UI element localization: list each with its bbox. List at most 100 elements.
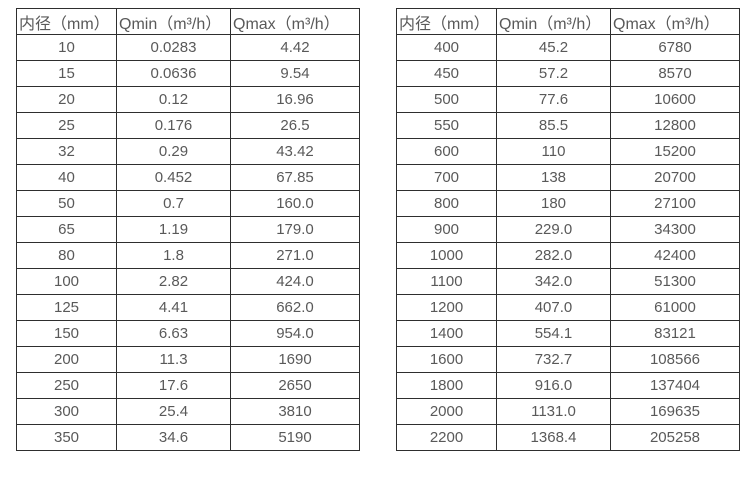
table-cell: 282.0 bbox=[496, 242, 611, 269]
table-cell: 15200 bbox=[610, 138, 740, 165]
table-row: 250 17.6 2650 bbox=[16, 372, 360, 399]
table-cell: 17.6 bbox=[116, 372, 231, 399]
table-cell: 1100 bbox=[396, 268, 497, 295]
table-cell: 51300 bbox=[610, 268, 740, 295]
table-cell: 3810 bbox=[230, 398, 360, 425]
table-cell: 0.7 bbox=[116, 190, 231, 217]
table-cell: 137404 bbox=[610, 372, 740, 399]
table-cell: 180 bbox=[496, 190, 611, 217]
table-row: 400 45.2 6780 bbox=[396, 34, 740, 61]
table-row: 15 0.0636 9.54 bbox=[16, 60, 360, 87]
tables-container: 内径（mm） Qmin（m³/h） Qmax（m³/h） 10 0.0283 4.42 15… bbox=[16, 8, 740, 451]
table-cell: 57.2 bbox=[496, 60, 611, 87]
table-cell: 4.42 bbox=[230, 34, 360, 61]
table-row: 32 0.29 43.42 bbox=[16, 138, 360, 165]
table-cell: 65 bbox=[16, 216, 117, 243]
table-row: 25 0.176 26.5 bbox=[16, 112, 360, 139]
column-header: Qmin（m³/h） bbox=[116, 8, 231, 35]
table-cell: 350 bbox=[16, 424, 117, 451]
table-cell: 67.85 bbox=[230, 164, 360, 191]
table-cell: 40 bbox=[16, 164, 117, 191]
table-row: 50 0.7 160.0 bbox=[16, 190, 360, 217]
table-cell: 20700 bbox=[610, 164, 740, 191]
table-row: 80 1.8 271.0 bbox=[16, 242, 360, 269]
table-cell: 1.19 bbox=[116, 216, 231, 243]
table-row: 2200 1368.4 205258 bbox=[396, 424, 740, 451]
table-cell: 138 bbox=[496, 164, 611, 191]
table-cell: 15 bbox=[16, 60, 117, 87]
table-cell: 6.63 bbox=[116, 320, 231, 347]
table-cell: 108566 bbox=[610, 346, 740, 373]
table-row: 1200 407.0 61000 bbox=[396, 294, 740, 321]
table-cell: 0.29 bbox=[116, 138, 231, 165]
table-cell: 6780 bbox=[610, 34, 740, 61]
table-cell: 1000 bbox=[396, 242, 497, 269]
table-row: 1400 554.1 83121 bbox=[396, 320, 740, 347]
table-row: 150 6.63 954.0 bbox=[16, 320, 360, 347]
table-cell: 25 bbox=[16, 112, 117, 139]
table-row: 900 229.0 34300 bbox=[396, 216, 740, 243]
table-cell: 34.6 bbox=[116, 424, 231, 451]
table-cell: 11.3 bbox=[116, 346, 231, 373]
table-cell: 732.7 bbox=[496, 346, 611, 373]
table-cell: 0.0283 bbox=[116, 34, 231, 61]
table-cell: 110 bbox=[496, 138, 611, 165]
column-header: Qmin（m³/h） bbox=[496, 8, 611, 35]
table-cell: 150 bbox=[16, 320, 117, 347]
table-cell: 26.5 bbox=[230, 112, 360, 139]
table-row: 350 34.6 5190 bbox=[16, 424, 360, 451]
table-row: 2000 1131.0 169635 bbox=[396, 398, 740, 425]
table-cell: 80 bbox=[16, 242, 117, 269]
table-cell: 1600 bbox=[396, 346, 497, 373]
table-row: 1100 342.0 51300 bbox=[396, 268, 740, 295]
flow-table-small-diameters: 内径（mm） Qmin（m³/h） Qmax（m³/h） 10 0.0283 4.42 15… bbox=[16, 8, 360, 451]
table-cell: 0.12 bbox=[116, 86, 231, 113]
table-row: 200 11.3 1690 bbox=[16, 346, 360, 373]
table-row: 40 0.452 67.85 bbox=[16, 164, 360, 191]
column-header: 内径（mm） bbox=[16, 8, 117, 35]
table-row: 600 110 15200 bbox=[396, 138, 740, 165]
table-cell: 2650 bbox=[230, 372, 360, 399]
table-cell: 1.8 bbox=[116, 242, 231, 269]
column-header: 内径（mm） bbox=[396, 8, 497, 35]
table-cell: 100 bbox=[16, 268, 117, 295]
table-cell: 43.42 bbox=[230, 138, 360, 165]
table-cell: 61000 bbox=[610, 294, 740, 321]
table-cell: 424.0 bbox=[230, 268, 360, 295]
table-cell: 27100 bbox=[610, 190, 740, 217]
column-header: Qmax（m³/h） bbox=[230, 8, 360, 35]
table-row: 700 138 20700 bbox=[396, 164, 740, 191]
table-cell: 10600 bbox=[610, 86, 740, 113]
table-cell: 2000 bbox=[396, 398, 497, 425]
table-row: 125 4.41 662.0 bbox=[16, 294, 360, 321]
table-cell: 407.0 bbox=[496, 294, 611, 321]
table-cell: 179.0 bbox=[230, 216, 360, 243]
table-cell: 160.0 bbox=[230, 190, 360, 217]
table-cell: 4.41 bbox=[116, 294, 231, 321]
table-cell: 169635 bbox=[610, 398, 740, 425]
table-cell: 300 bbox=[16, 398, 117, 425]
table-cell: 954.0 bbox=[230, 320, 360, 347]
table-cell: 85.5 bbox=[496, 112, 611, 139]
table-cell: 229.0 bbox=[496, 216, 611, 243]
table-cell: 400 bbox=[396, 34, 497, 61]
table-row: 10 0.0283 4.42 bbox=[16, 34, 360, 61]
table-cell: 200 bbox=[16, 346, 117, 373]
table-cell: 700 bbox=[396, 164, 497, 191]
table-cell: 50 bbox=[16, 190, 117, 217]
table-cell: 916.0 bbox=[496, 372, 611, 399]
table-cell: 554.1 bbox=[496, 320, 611, 347]
table-cell: 500 bbox=[396, 86, 497, 113]
table-cell: 1131.0 bbox=[496, 398, 611, 425]
table-cell: 2.82 bbox=[116, 268, 231, 295]
table-cell: 77.6 bbox=[496, 86, 611, 113]
table-cell: 205258 bbox=[610, 424, 740, 451]
table-cell: 42400 bbox=[610, 242, 740, 269]
table-cell: 1200 bbox=[396, 294, 497, 321]
table-cell: 45.2 bbox=[496, 34, 611, 61]
table-cell: 342.0 bbox=[496, 268, 611, 295]
table-cell: 0.176 bbox=[116, 112, 231, 139]
table-row: 300 25.4 3810 bbox=[16, 398, 360, 425]
table-cell: 2200 bbox=[396, 424, 497, 451]
